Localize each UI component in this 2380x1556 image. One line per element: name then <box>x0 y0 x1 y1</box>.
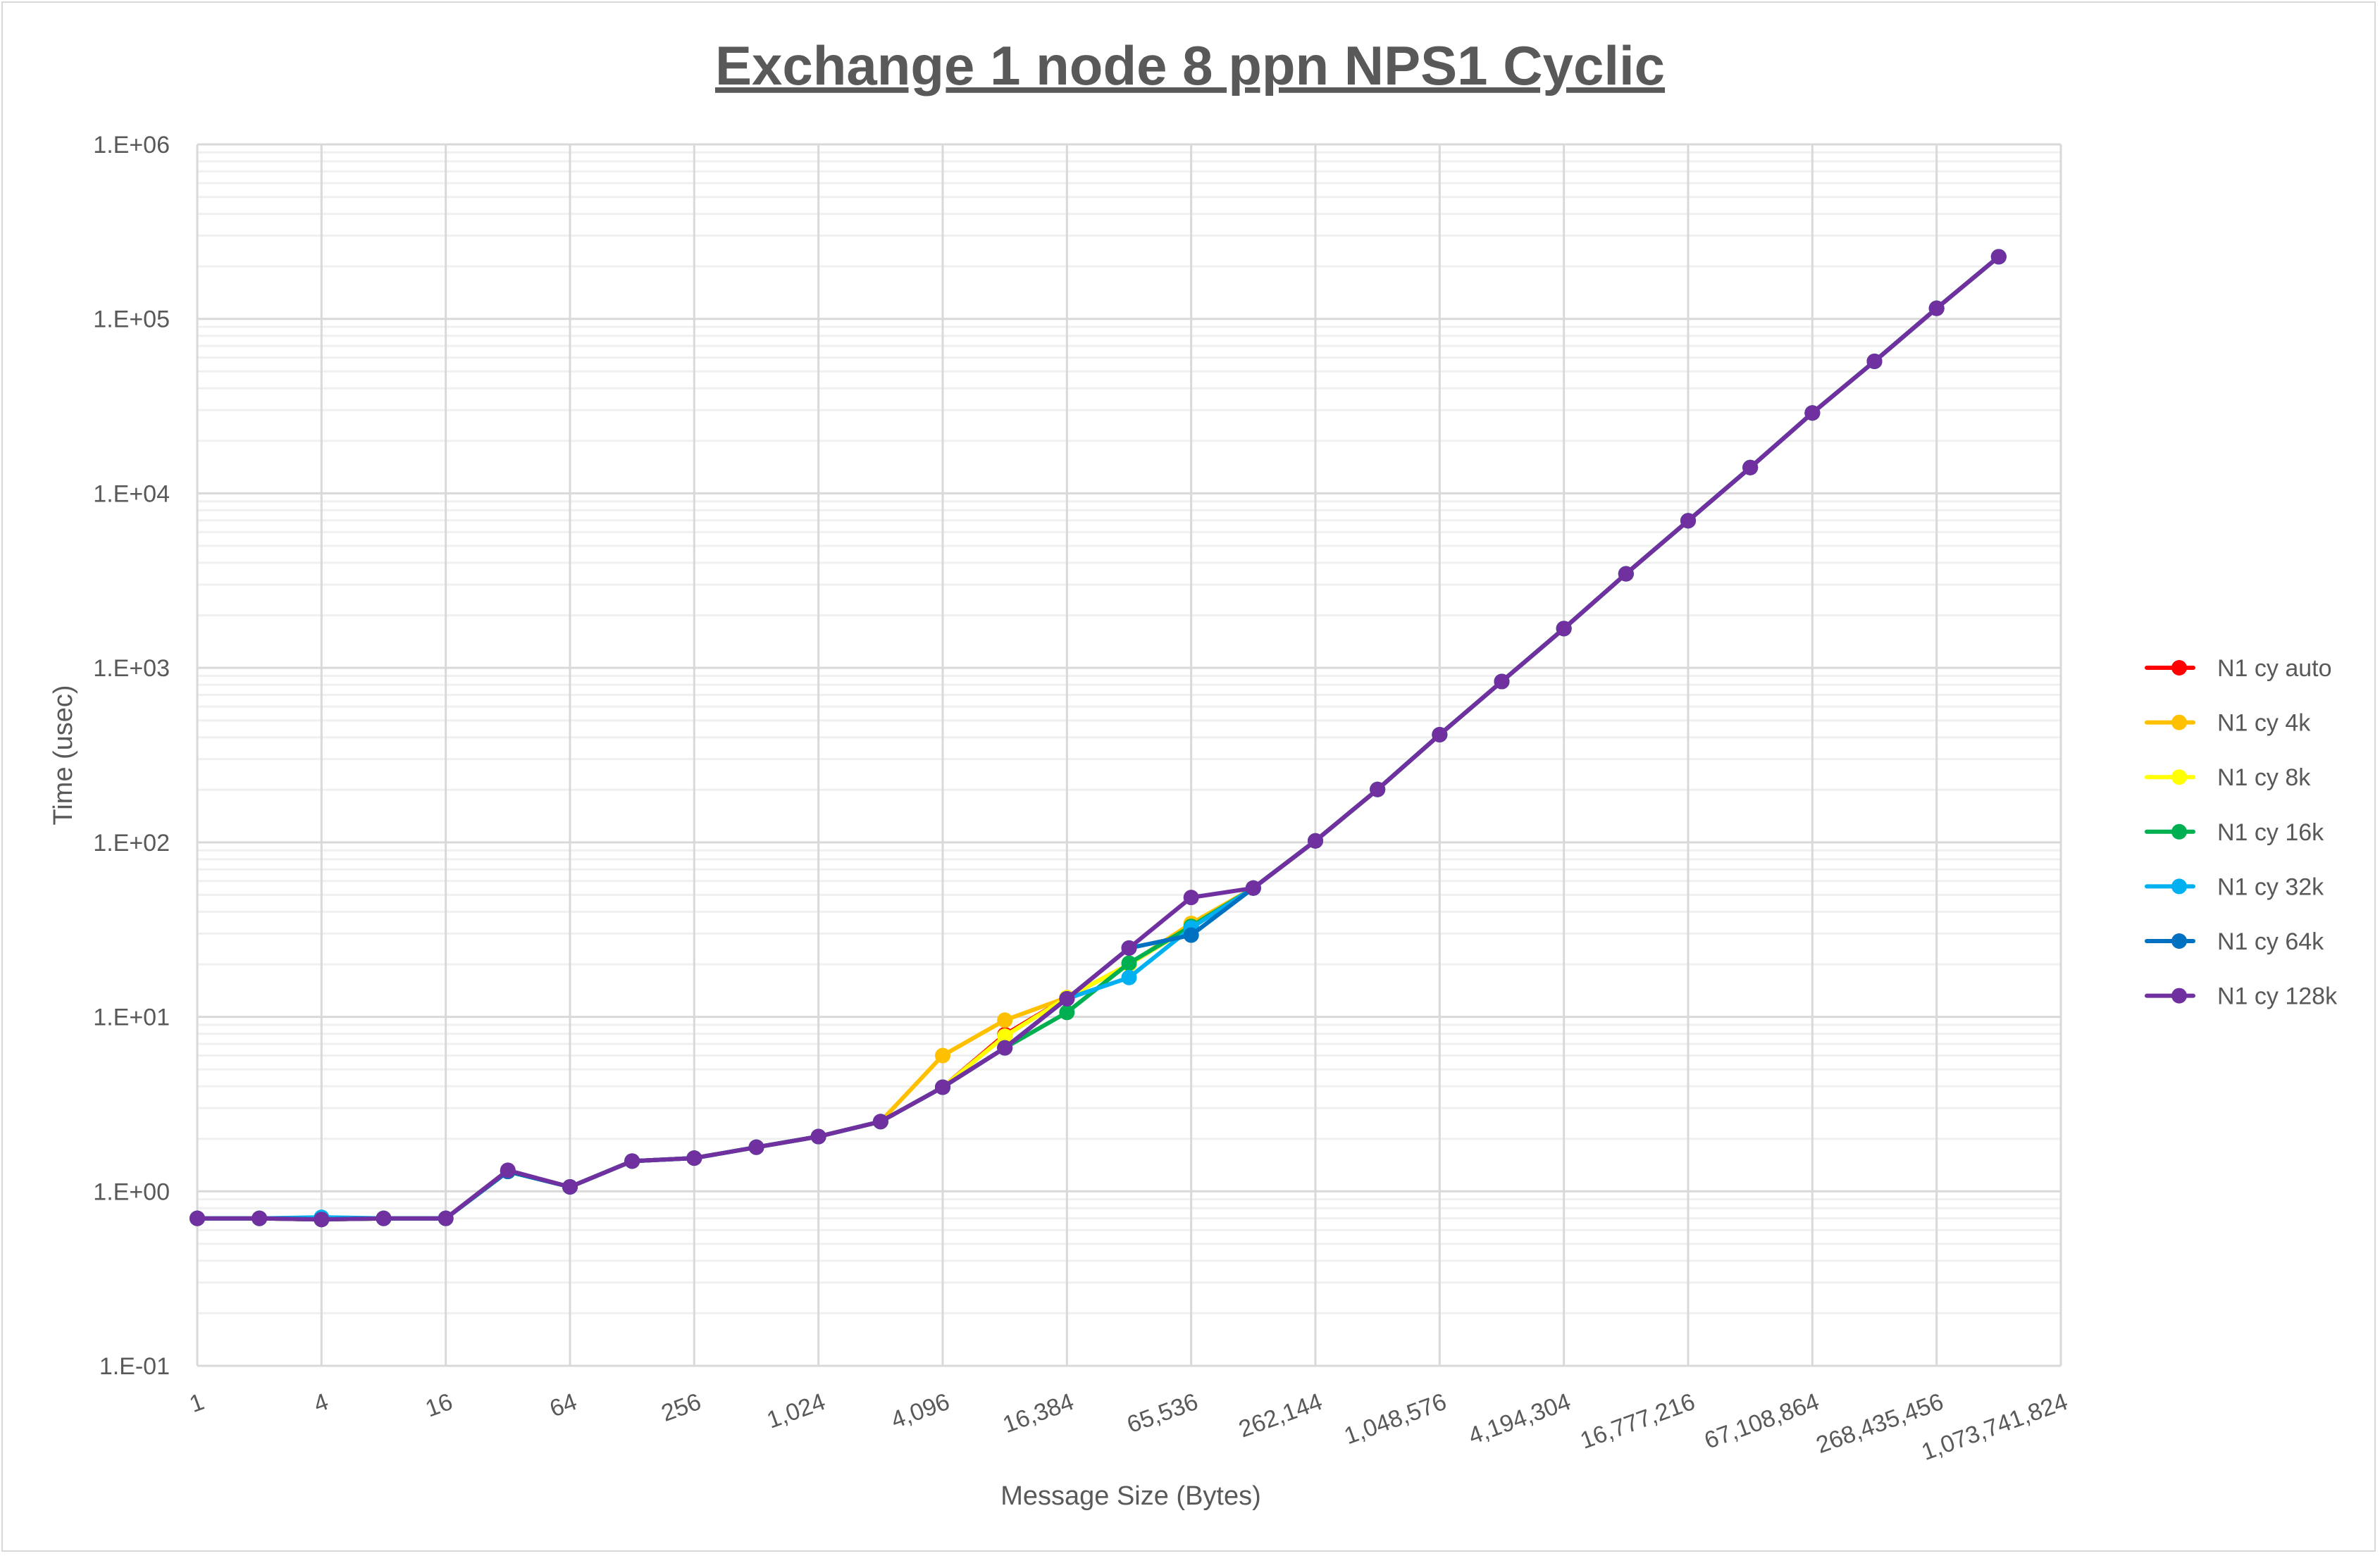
data-point <box>1680 513 1696 529</box>
legend: N1 cy auto N1 cy 4k N1 cy 8k N1 cy 16k N1 cy… <box>2145 655 2338 1010</box>
data-point <box>1183 927 1199 943</box>
y-tick-label: 1.E-01 <box>99 1353 170 1380</box>
data-point <box>997 1012 1013 1028</box>
x-tick-label: 1 <box>186 1388 208 1418</box>
data-point <box>1866 353 1883 369</box>
data-point <box>935 1079 950 1095</box>
x-tick-label: 4,096 <box>888 1388 953 1434</box>
y-tick-label: 1.E+03 <box>93 655 170 682</box>
data-point <box>872 1114 888 1130</box>
legend-item: N1 cy 4k <box>2145 710 2311 737</box>
x-tick-label: 4,194,304 <box>1465 1388 1574 1450</box>
x-tick-label: 16 <box>422 1388 457 1423</box>
data-point <box>1742 459 1759 475</box>
legend-item: N1 cy 16k <box>2145 819 2324 846</box>
legend-item: N1 cy auto <box>2145 655 2332 682</box>
series-group <box>190 249 2007 1228</box>
x-tick-label: 16,777,216 <box>1577 1388 1699 1455</box>
y-tick-label: 1.E+06 <box>93 132 170 158</box>
y-axis-title: Time (usec) <box>49 685 78 825</box>
data-point <box>997 1028 1013 1044</box>
legend-item: N1 cy 64k <box>2145 928 2324 955</box>
data-point <box>1059 1004 1075 1021</box>
y-tick-label: 1.E+05 <box>93 306 170 333</box>
chart-title: Exchange 1 node 8 ppn NPS1 Cyclic <box>715 35 1665 97</box>
data-point <box>438 1210 454 1226</box>
legend-marker <box>2171 988 2187 1004</box>
y-tick-label: 1.E+02 <box>93 830 170 857</box>
x-tick-label: 67,108,864 <box>1701 1388 1823 1455</box>
legend-marker <box>2171 769 2187 785</box>
data-point <box>500 1162 516 1178</box>
legend-marker <box>2171 660 2187 676</box>
x-axis-title: Message Size (Bytes) <box>1000 1481 1261 1511</box>
data-point <box>1494 673 1510 690</box>
legend-label: N1 cy 4k <box>2217 710 2311 737</box>
data-point <box>1308 833 1323 849</box>
x-tick-label: 16,384 <box>999 1388 1077 1438</box>
legend-item: N1 cy 32k <box>2145 873 2324 900</box>
data-point <box>1121 940 1137 956</box>
data-point <box>1432 727 1448 743</box>
x-tick-label: 64 <box>546 1388 581 1423</box>
legend-marker <box>2171 823 2187 840</box>
legend-marker <box>2171 714 2187 730</box>
legend-label: N1 cy 64k <box>2217 928 2324 955</box>
data-point <box>252 1210 268 1226</box>
data-point <box>935 1047 950 1064</box>
x-tick-label: 1,024 <box>763 1388 829 1434</box>
data-point <box>1183 890 1199 906</box>
data-point <box>1059 990 1075 1007</box>
data-point <box>1245 880 1261 896</box>
data-point <box>1556 621 1572 637</box>
data-point <box>1618 566 1634 582</box>
data-point <box>314 1212 330 1228</box>
x-tick-label: 1,048,576 <box>1341 1388 1450 1450</box>
data-point <box>997 1040 1013 1056</box>
legend-label: N1 cy 128k <box>2217 983 2338 1010</box>
data-point <box>1121 969 1137 985</box>
data-point <box>1928 300 1945 316</box>
y-tick-label: 1.E+04 <box>93 480 170 507</box>
legend-marker <box>2171 933 2187 949</box>
data-point <box>810 1128 826 1145</box>
series-n1-cy-128k <box>190 249 2007 1228</box>
data-point <box>1121 955 1137 971</box>
data-point <box>376 1210 392 1226</box>
tick-labels: 1.E-01 1.E+00 1.E+01 1.E+02 1.E+03 1.E+04 1.E+… <box>93 132 2071 1466</box>
gridlines <box>196 143 2062 1367</box>
legend-label: N1 cy auto <box>2217 655 2332 682</box>
data-point <box>190 1210 205 1226</box>
legend-item: N1 cy 8k <box>2145 764 2311 791</box>
data-point <box>1990 249 2007 265</box>
data-point <box>1804 405 1821 421</box>
x-tick-label: 4 <box>310 1388 332 1418</box>
data-point <box>562 1179 578 1195</box>
y-tick-label: 1.E+01 <box>93 1004 170 1031</box>
legend-label: N1 cy 16k <box>2217 819 2324 846</box>
legend-marker <box>2171 878 2187 895</box>
series-line <box>197 255 2000 1222</box>
data-point <box>686 1150 702 1166</box>
data-point <box>748 1139 764 1155</box>
data-point <box>1370 781 1386 797</box>
y-tick-label: 1.E+00 <box>93 1178 170 1205</box>
legend-item: N1 cy 128k <box>2145 983 2338 1010</box>
x-tick-label: 65,536 <box>1124 1388 1202 1438</box>
x-tick-label: 262,144 <box>1235 1388 1325 1443</box>
data-point <box>624 1153 640 1169</box>
legend-label: N1 cy 8k <box>2217 764 2311 791</box>
legend-label: N1 cy 32k <box>2217 873 2324 900</box>
x-tick-label: 256 <box>658 1388 705 1427</box>
